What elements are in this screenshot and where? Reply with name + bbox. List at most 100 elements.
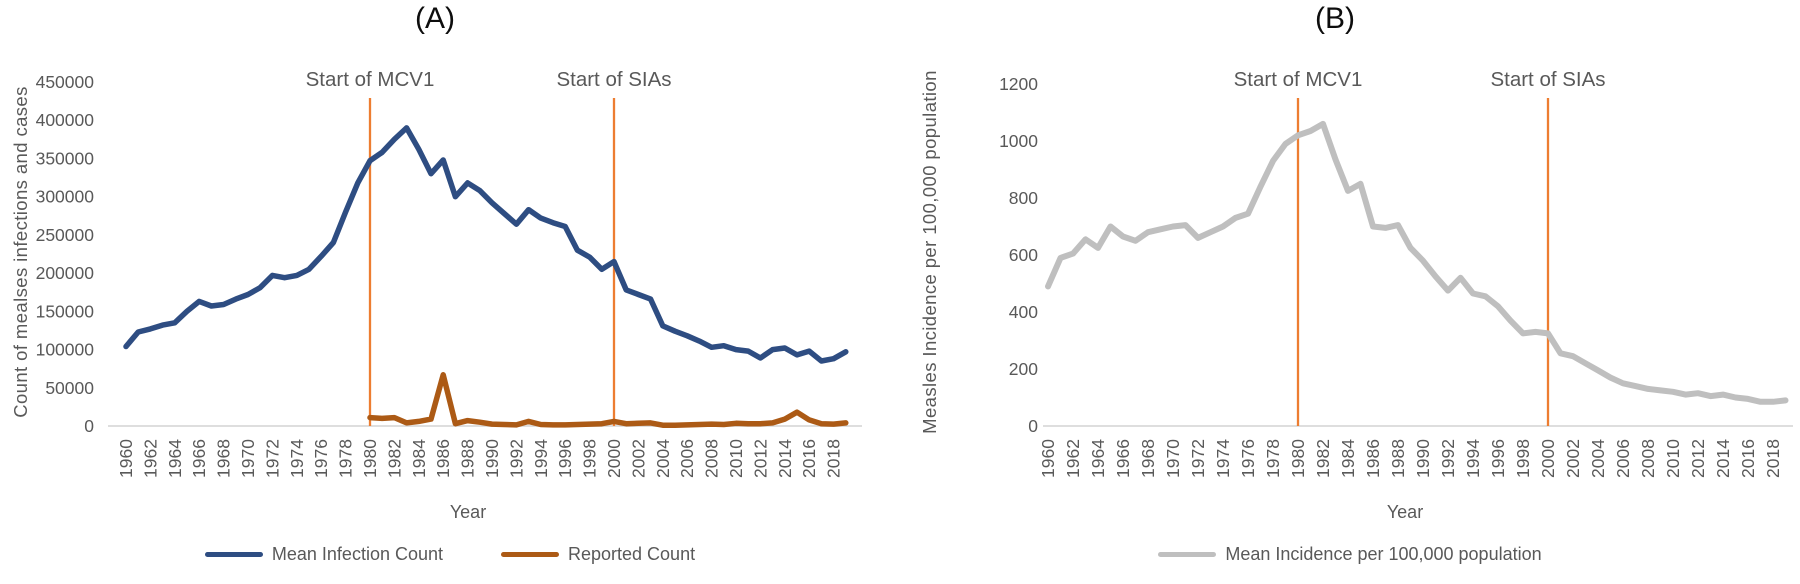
panel-b-title: (B) bbox=[1315, 2, 1355, 35]
panel-a-title: (A) bbox=[415, 2, 455, 35]
x-tick-label: 1984 bbox=[409, 439, 429, 478]
panel-a-plot-area: 0 50000 100000 150000 200000 250000 300000 3500… bbox=[36, 68, 862, 478]
legend-label: Mean Infection Count bbox=[271, 544, 443, 564]
panel-b: (B) Measles Incidence per 100,000 popula… bbox=[900, 0, 1800, 584]
y-tick-label: 1000 bbox=[999, 131, 1038, 151]
x-tick-label: 1988 bbox=[1388, 439, 1408, 478]
x-tick-label: 1992 bbox=[1438, 439, 1458, 478]
x-tick-label: 1992 bbox=[506, 439, 526, 478]
legend-line-swatch bbox=[1158, 552, 1217, 557]
x-tick-label: 1970 bbox=[1163, 439, 1183, 478]
y-tick-label: 250000 bbox=[36, 225, 95, 245]
y-tick-label: 50000 bbox=[45, 378, 94, 398]
x-tick-label: 1996 bbox=[1488, 439, 1508, 478]
legend-line-swatch bbox=[501, 552, 559, 557]
legend-label: Reported Count bbox=[568, 544, 696, 564]
annotation-label: Start of MCV1 bbox=[1234, 68, 1363, 91]
x-tick-label: 1998 bbox=[580, 439, 600, 478]
x-tick-label: 2008 bbox=[702, 439, 722, 478]
x-tick-label: 2004 bbox=[1588, 439, 1608, 478]
x-tick-label: 1990 bbox=[1413, 439, 1433, 478]
series-line-reported-count bbox=[367, 372, 849, 428]
panel-b-x-axis-label: Year bbox=[1386, 502, 1424, 522]
y-tick-label: 350000 bbox=[36, 148, 95, 168]
x-tick-label: 1990 bbox=[482, 439, 502, 478]
annotation-label: Start of SIAs bbox=[556, 68, 671, 91]
legend-line-swatch bbox=[204, 552, 263, 557]
x-tick-label: 2018 bbox=[1763, 439, 1783, 478]
legend-label: Mean Incidence per 100,000 population bbox=[1225, 544, 1542, 564]
x-tick-label: 1988 bbox=[458, 439, 478, 478]
x-tick-label: 1972 bbox=[262, 439, 282, 478]
x-tick-label: 1974 bbox=[1213, 439, 1233, 478]
x-tick-label: 1966 bbox=[189, 439, 209, 478]
x-tick-label: 2002 bbox=[628, 439, 648, 478]
x-tick-label: 1978 bbox=[1263, 439, 1283, 478]
y-tick-label: 300000 bbox=[36, 187, 95, 207]
x-tick-label: 1994 bbox=[1463, 439, 1483, 478]
x-tick-label: 2006 bbox=[1613, 439, 1633, 478]
x-tick-label: 2016 bbox=[1738, 439, 1758, 478]
x-tick-label: 2000 bbox=[604, 439, 624, 478]
x-tick-label: 1968 bbox=[214, 439, 234, 478]
legend-item: Mean Incidence per 100,000 population bbox=[1158, 544, 1542, 565]
annotation-label: Start of MCV1 bbox=[306, 68, 435, 91]
y-tick-label: 1200 bbox=[999, 74, 1038, 94]
panel-b-plot-area: 0 200 400 600 800 1000 1200 1960 1962 1964 1966 196… bbox=[999, 68, 1793, 478]
series-line-mean-infection-count bbox=[123, 125, 849, 364]
x-tick-label: 1960 bbox=[116, 439, 136, 478]
x-tick-label: 1962 bbox=[1063, 439, 1083, 478]
x-tick-label: 2014 bbox=[775, 439, 795, 478]
x-tick-label: 2010 bbox=[1663, 439, 1683, 478]
x-tick-label: 1982 bbox=[1313, 439, 1333, 478]
legend-item: Mean Infection Count bbox=[204, 544, 443, 565]
y-tick-label: 0 bbox=[1028, 416, 1038, 436]
x-tick-label: 1980 bbox=[360, 439, 380, 478]
x-tick-label: 1976 bbox=[1238, 439, 1258, 478]
x-tick-label: 2004 bbox=[653, 439, 673, 478]
x-tick-label: 1964 bbox=[165, 439, 185, 478]
y-tick-label: 0 bbox=[84, 416, 94, 436]
x-tick-label: 1972 bbox=[1188, 439, 1208, 478]
x-tick-label: 2008 bbox=[1638, 439, 1658, 478]
y-tick-label: 200000 bbox=[36, 263, 95, 283]
x-tick-label: 1994 bbox=[531, 439, 551, 478]
x-tick-label: 2006 bbox=[677, 439, 697, 478]
panel-a-legend: Mean Infection Count Reported Count bbox=[0, 544, 900, 565]
x-tick-label: 1982 bbox=[384, 439, 404, 478]
y-tick-label: 200 bbox=[1009, 359, 1038, 379]
x-tick-label: 2012 bbox=[750, 439, 770, 478]
x-tick-label: 1996 bbox=[555, 439, 575, 478]
y-tick-label: 800 bbox=[1009, 188, 1038, 208]
x-tick-label: 1984 bbox=[1338, 439, 1358, 478]
series-line-mean-incidence-per-100-000-population bbox=[1045, 120, 1789, 405]
x-tick-label: 1980 bbox=[1288, 439, 1308, 478]
x-tick-label: 1964 bbox=[1088, 439, 1108, 478]
x-tick-label: 1968 bbox=[1138, 439, 1158, 478]
x-tick-label: 2002 bbox=[1563, 439, 1583, 478]
x-tick-label: 2010 bbox=[726, 439, 746, 478]
x-tick-label: 1986 bbox=[433, 439, 453, 478]
x-tick-label: 2000 bbox=[1538, 439, 1558, 478]
x-tick-label: 2014 bbox=[1713, 439, 1733, 478]
x-tick-label: 1976 bbox=[311, 439, 331, 478]
y-tick-label: 450000 bbox=[36, 72, 95, 92]
x-tick-label: 1966 bbox=[1113, 439, 1133, 478]
y-tick-label: 150000 bbox=[36, 301, 95, 321]
annotation-label: Start of SIAs bbox=[1490, 68, 1605, 91]
x-tick-label: 1998 bbox=[1513, 439, 1533, 478]
legend-item: Reported Count bbox=[501, 544, 695, 565]
x-tick-label: 2018 bbox=[824, 439, 844, 478]
y-tick-label: 600 bbox=[1009, 245, 1038, 265]
y-tick-label: 100000 bbox=[36, 340, 95, 360]
x-tick-label: 1978 bbox=[336, 439, 356, 478]
x-tick-label: 1960 bbox=[1038, 439, 1058, 478]
x-tick-label: 2012 bbox=[1688, 439, 1708, 478]
x-tick-label: 1974 bbox=[287, 439, 307, 478]
y-tick-label: 400000 bbox=[36, 110, 95, 130]
panel-b-legend: Mean Incidence per 100,000 population bbox=[900, 544, 1800, 565]
x-tick-label: 1986 bbox=[1363, 439, 1383, 478]
x-tick-label: 1970 bbox=[238, 439, 258, 478]
x-tick-label: 1962 bbox=[140, 439, 160, 478]
